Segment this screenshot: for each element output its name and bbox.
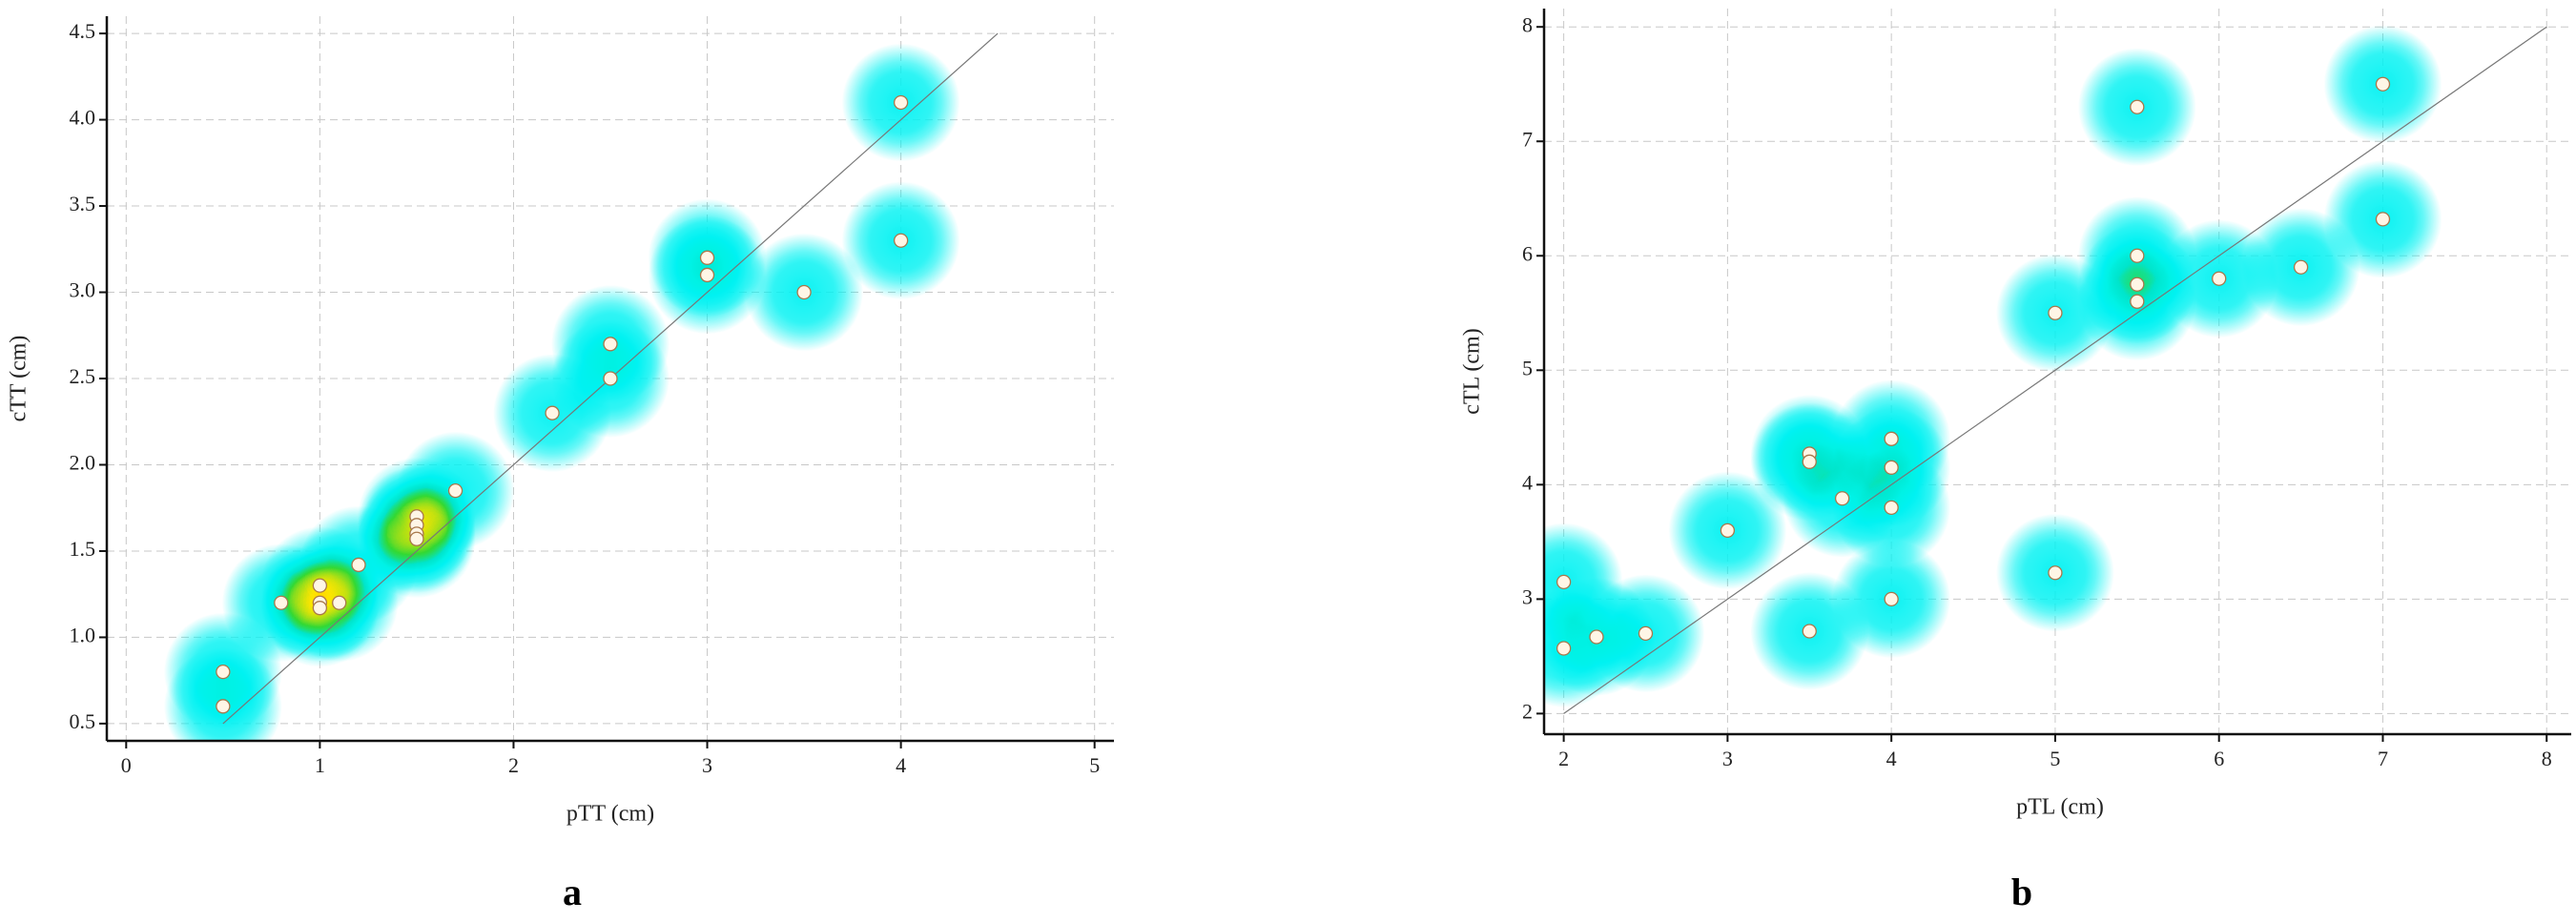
point	[603, 371, 618, 386]
point	[1589, 629, 1604, 645]
point	[2212, 271, 2227, 286]
density-layer	[1544, 25, 2442, 707]
x-tick-label: 2	[508, 753, 519, 777]
point	[1720, 522, 1736, 538]
point	[2048, 565, 2063, 581]
x-tick-label: 4	[896, 753, 906, 777]
point	[351, 557, 366, 573]
point	[893, 233, 909, 248]
point	[216, 699, 231, 714]
point	[2130, 248, 2145, 263]
y-tick-label: 4.5	[70, 19, 96, 43]
chart: 0 1 2 3 4 5 0.5 1.0 1.5 2.0 2.5 3.0 3.5 4.0 4.5 pTT (cm…	[7, 16, 1114, 913]
y-axis-label: cTL (cm)	[1460, 328, 1485, 414]
density-blob	[163, 646, 282, 741]
x-tick-label: 3	[702, 753, 712, 777]
y-tick-label: 1.5	[70, 537, 96, 561]
point	[1884, 591, 1899, 607]
y-tick-label: 7	[1522, 127, 1533, 151]
point	[699, 267, 715, 283]
x-tick-label: 8	[2542, 747, 2552, 770]
point	[274, 595, 289, 610]
point	[332, 595, 347, 610]
y-tick-label: 2.5	[70, 364, 96, 388]
x-tick-label: 1	[315, 753, 325, 777]
point	[2130, 277, 2145, 292]
point	[893, 94, 909, 111]
reference-line	[1563, 26, 2547, 714]
x-tick-label: 2	[1558, 747, 1569, 770]
y-tick-label: 2.0	[70, 451, 96, 475]
y-tick-label: 4.0	[70, 106, 96, 130]
x-axis-label: pTL (cm)	[2016, 795, 2104, 820]
point	[1884, 500, 1899, 515]
x-tick-label: 6	[2214, 747, 2224, 770]
x-tick-label: 7	[2378, 747, 2388, 770]
point	[312, 578, 328, 593]
point	[409, 531, 424, 546]
x-tick-label: 4	[1886, 747, 1897, 770]
density	[163, 43, 960, 741]
x-tick-label: 5	[2050, 747, 2060, 770]
point	[2130, 294, 2145, 309]
point	[1802, 454, 1817, 469]
y-axis-label: cTT (cm)	[7, 336, 31, 422]
panel-label: a	[563, 871, 582, 913]
y-tick-label: 0.5	[70, 709, 96, 733]
y-tick-label: 8	[1522, 12, 1533, 36]
point	[2130, 99, 2145, 114]
y-tick-label: 3.0	[70, 278, 96, 302]
y-tick-label: 1.0	[70, 623, 96, 646]
point	[1638, 625, 1654, 642]
y-tick-label: 3.5	[70, 192, 96, 215]
point	[2293, 259, 2309, 275]
y-tick-label: 6	[1522, 241, 1533, 265]
point	[1834, 491, 1850, 506]
chart: 2 3 4 5 6 7 8 2 3 4 5 6 7 8 pTL (cm) cTL (cm) b	[1460, 9, 2571, 913]
y-tick-label: 2	[1522, 699, 1533, 723]
point	[2048, 305, 2063, 320]
point	[545, 405, 560, 420]
point	[216, 664, 231, 680]
x-tick-label: 5	[1089, 753, 1100, 777]
y-tick-label: 3	[1522, 584, 1533, 608]
x-tick-label: 0	[121, 753, 132, 777]
point	[447, 482, 464, 499]
point	[1884, 460, 1899, 475]
y-tick-label: 4	[1522, 470, 1533, 494]
point	[699, 250, 715, 265]
y-tick-label: 5	[1522, 356, 1533, 379]
point	[1802, 624, 1817, 639]
density-layer	[163, 43, 960, 741]
point	[1884, 431, 1899, 446]
x-tick-label: 3	[1722, 747, 1733, 770]
density	[1544, 25, 2442, 707]
point	[2375, 212, 2391, 227]
point	[603, 337, 618, 352]
panel-label: b	[2011, 871, 2032, 913]
point	[1556, 574, 1572, 590]
point	[312, 601, 328, 616]
point	[796, 284, 812, 300]
point	[2375, 76, 2391, 92]
point	[1556, 641, 1572, 656]
x-axis-label: pTT (cm)	[567, 802, 654, 827]
